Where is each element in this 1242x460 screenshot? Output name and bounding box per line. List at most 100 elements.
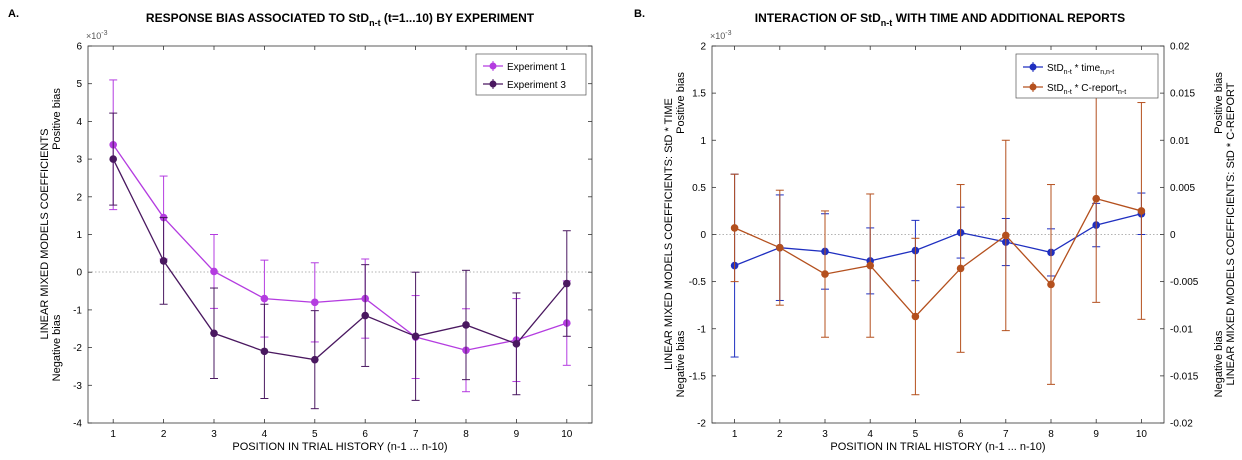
std-creport-point [776,243,784,252]
experiment-1-line [112,144,568,351]
std-creport-point [1002,231,1010,240]
panel-a-x-ticks: 1 2 3 4 5 6 7 8 9 10 [110,46,573,440]
panel-b-y-ticks-left: -2 -1.5 -1 -0.5 0 0.5 1 1.5 2 [689,42,716,430]
panel-a-exponent: ×10-3 [86,30,108,41]
std-time-line [734,213,1142,267]
x-tick-label: 7 [1003,429,1009,440]
y-tick-label: 5 [76,79,82,90]
y-tick-label: 4 [76,117,82,128]
y-tick-label: 0 [76,268,82,279]
y-tick-left-label: 1 [700,136,706,147]
panel-a-series [109,79,571,410]
std-creport-point [1137,207,1146,215]
x-tick-label: 9 [1093,429,1099,440]
y-tick-left-label: 2 [700,42,706,53]
experiment-3-point [563,279,571,288]
panel-b-label: B. [634,8,645,20]
y-tick-left-label: 0.5 [692,183,706,194]
x-tick-label: 5 [312,429,318,440]
legend-label-std-creport: StDn-t * C-reportn-t [1047,83,1126,96]
experiment-1-point [260,294,269,303]
legend-label-experiment-1: Experiment 1 [507,62,566,73]
x-tick-label: 8 [463,429,469,440]
experiment-3-line [112,158,568,361]
y-tick-label: -4 [73,419,82,430]
experiment-3-point [411,332,420,341]
panel-b-y-label-left: LINEAR MIXED MODELS COEFFICIENTS: StD * … [663,98,675,370]
std-creport-point [730,224,739,232]
x-tick-label: 4 [262,429,268,440]
y-tick-label: 2 [76,192,82,203]
panel-a-y-negative-label: Negative bias [51,314,63,381]
panel-b-series [730,94,1146,396]
panel-b-y-ticks-right: -0.02 -0.015 -0.01 -0.005 0 0.005 0.01 0.015 0.0… [1160,42,1199,430]
x-tick-label: 7 [413,429,419,440]
panel-a-y-ticks: -4 -3 -2 -1 0 1 2 3 4 5 6 [73,42,592,430]
y-tick-left-label: -1 [697,324,706,335]
std-creport-point [1047,280,1055,289]
experiment-3-point [159,257,168,265]
experiment-3-point [109,155,117,163]
std-creport-line [734,197,1142,318]
panel-b-x-ticks: 1 2 3 4 5 6 7 8 9 10 [732,46,1148,440]
x-tick-label: 6 [362,429,368,440]
panel-b-y-negative-label-right: Negative bias [1213,330,1225,397]
experiment-1-point [311,298,319,307]
y-tick-right-label: -0.015 [1170,371,1199,382]
std-creport-point [1092,194,1100,203]
y-tick-label: -3 [73,381,82,392]
panel-a-y-label: LINEAR MIXED MODELS COEFFICIENTS [39,129,51,340]
std-creport-point [866,261,874,270]
experiment-3-point [361,311,370,320]
x-tick-label: 2 [777,429,783,440]
x-tick-label: 4 [867,429,873,440]
panel-a-legend-box [475,53,587,96]
y-tick-left-label: -1.5 [689,371,707,382]
x-tick-label: 6 [958,429,964,440]
y-tick-label: 3 [76,155,82,166]
x-tick-label: 3 [822,429,828,440]
experiment-3-point [210,329,218,338]
panel-b-legend: StDn-t * timen,n-t StDn-t * C-reportn-t [1015,53,1159,99]
panel-b: B. INTERACTION OF StDn-t WITH TIME AND A… [634,8,1237,453]
x-tick-label: 5 [913,429,919,440]
y-tick-label: 1 [76,230,82,241]
x-tick-label: 2 [161,429,167,440]
y-tick-right-label: -0.005 [1170,277,1199,288]
x-tick-label: 1 [732,429,738,440]
x-tick-label: 3 [211,429,217,440]
y-tick-right-label: -0.01 [1170,324,1193,335]
y-tick-label: -2 [73,343,82,354]
y-tick-left-label: 1.5 [692,89,706,100]
panel-b-title: INTERACTION OF StDn-t WITH TIME AND ADDI… [755,11,1125,28]
panel-b-x-label: POSITION IN TRIAL HISTORY (n-1 ... n-10) [830,441,1045,453]
experiment-3-point [260,347,269,356]
std-creport-point [956,264,965,273]
y-tick-right-label: 0.005 [1170,183,1195,194]
y-tick-left-label: 0 [700,230,706,241]
experiment-1-point [210,267,218,276]
panel-b-y-positive-label-right: Positive bias [1213,72,1225,134]
panel-a-legend: Experiment 1 Experiment 3 [475,53,587,96]
panel-b-legend-box [1015,53,1159,99]
y-tick-right-label: -0.02 [1170,419,1193,430]
y-tick-right-label: 0 [1170,230,1176,241]
y-tick-right-label: 0.02 [1170,42,1190,53]
legend-marker-std-creport [1029,83,1037,91]
panel-b-y-negative-label-left: Negative bias [675,330,687,397]
panel-b-y-label-right: LINEAR MIXED MODELS COEFFICIENTS: StD * … [1225,82,1237,385]
legend-marker-experiment-1 [489,62,497,70]
x-tick-label: 9 [514,429,520,440]
legend-label-std-time: StDn-t * timen,n-t [1047,63,1114,76]
experiment-3-point [512,340,521,348]
y-tick-label: 6 [76,42,82,53]
legend-marker-std-time [1029,63,1037,71]
x-tick-label: 10 [561,429,573,440]
x-tick-label: 10 [1136,429,1148,440]
y-tick-label: -1 [73,305,82,316]
experiment-3-point [462,321,470,329]
panel-a-x-label: POSITION IN TRIAL HISTORY (n-1 ... n-10) [232,441,447,453]
std-creport-point [911,312,920,321]
panel-b-exponent: ×10-3 [710,30,732,41]
